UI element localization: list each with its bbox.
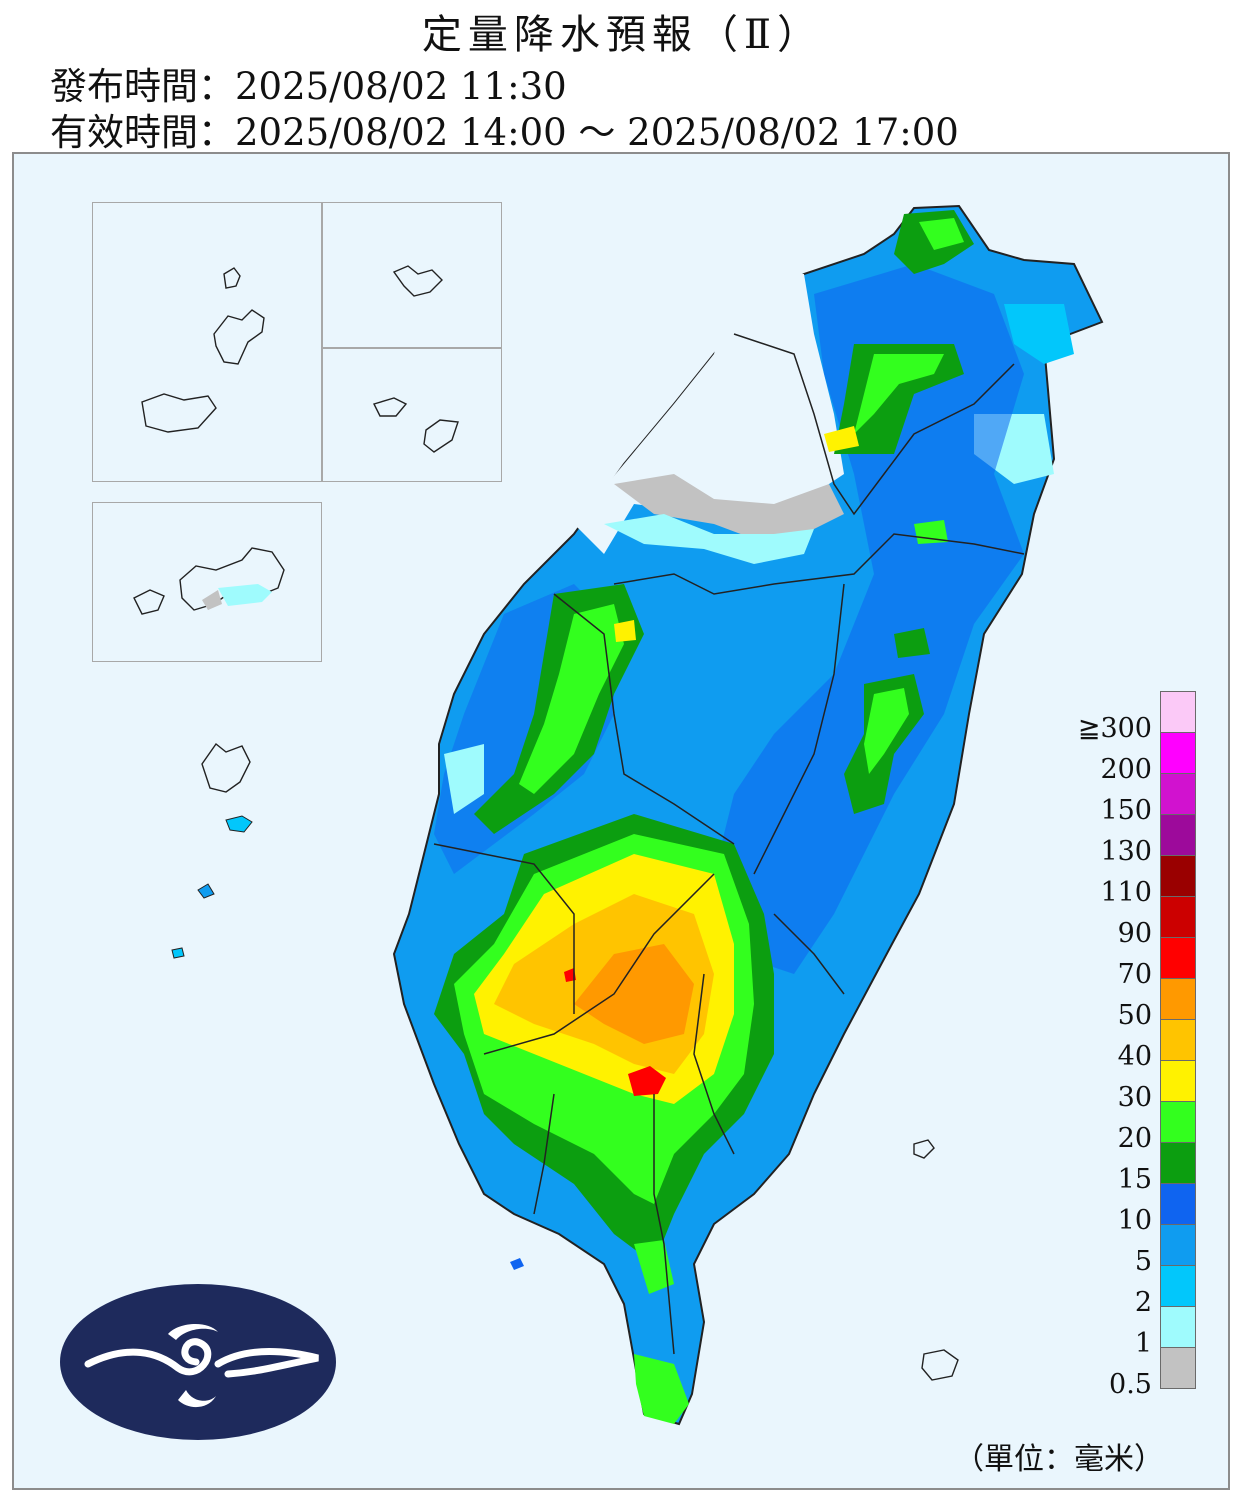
legend-tick-label: 2 xyxy=(1134,1287,1152,1318)
county-borders xyxy=(433,333,1025,1355)
legend-swatch xyxy=(1160,978,1196,1020)
legend-swatch xyxy=(1160,1019,1196,1061)
inset-kinmen xyxy=(92,502,322,662)
legend-swatch xyxy=(1160,1060,1196,1102)
legend-tick-label: 10 xyxy=(1117,1205,1152,1236)
legend-tick-label: 5 xyxy=(1134,1246,1152,1277)
legend-swatch xyxy=(1160,896,1196,938)
legend-tick-label: 130 xyxy=(1100,836,1152,867)
legend-tick-label: 15 xyxy=(1117,1164,1152,1195)
legend-tick-label: 70 xyxy=(1117,959,1152,990)
inset-juguang xyxy=(322,348,502,482)
rainfall-map xyxy=(133,204,1104,1426)
inset-dongyin xyxy=(322,202,502,348)
legend-swatch xyxy=(1160,1347,1196,1389)
legend-swatch xyxy=(1160,1142,1196,1184)
legend-swatch xyxy=(1160,1183,1196,1225)
legend-swatch xyxy=(1160,691,1196,733)
legend-tick-label: ≧300 xyxy=(1077,713,1152,744)
rainfall-legend xyxy=(1160,691,1196,1389)
legend-swatch xyxy=(1160,1101,1196,1143)
valid-time: 有效時間：2025/08/02 14:00 ～ 2025/08/02 17:00 xyxy=(50,111,959,154)
unit-label: （單位：毫米） xyxy=(954,1442,1164,1477)
legend-tick-label: 90 xyxy=(1117,918,1152,949)
legend-tick-label: 40 xyxy=(1117,1041,1152,1072)
legend-swatch xyxy=(1160,1224,1196,1266)
legend-tick-label: 110 xyxy=(1100,877,1152,908)
inset-island-outlines xyxy=(133,265,459,615)
legend-swatch xyxy=(1160,937,1196,979)
legend-swatch xyxy=(1160,732,1196,774)
legend-swatch xyxy=(1160,1306,1196,1348)
legend-swatch xyxy=(1160,855,1196,897)
legend-swatch xyxy=(1160,773,1196,815)
legend-tick-label: 50 xyxy=(1117,1000,1152,1031)
legend-tick-label: 150 xyxy=(1100,795,1152,826)
inset-matsu xyxy=(92,202,322,482)
penghu-islands xyxy=(171,742,253,959)
legend-tick-label: 200 xyxy=(1100,754,1152,785)
legend-tick-label: 30 xyxy=(1117,1082,1152,1113)
map-frame: （單位：毫米） ≧300 200 150 130 110 90 70 50 40 30 20 15 10… xyxy=(12,152,1230,1490)
issue-time: 發布時間：2025/08/02 11:30 xyxy=(50,65,567,108)
cwa-cloud-logo-icon xyxy=(58,1282,338,1446)
legend-tick-label: 1 xyxy=(1134,1328,1152,1359)
legend-swatch xyxy=(1160,1265,1196,1307)
legend-tick-label: 0.5 xyxy=(1109,1369,1152,1400)
legend-swatch xyxy=(1160,814,1196,856)
legend-tick-label: 20 xyxy=(1117,1123,1152,1154)
map-title: 定量降水預報（Ⅱ） xyxy=(421,12,824,58)
